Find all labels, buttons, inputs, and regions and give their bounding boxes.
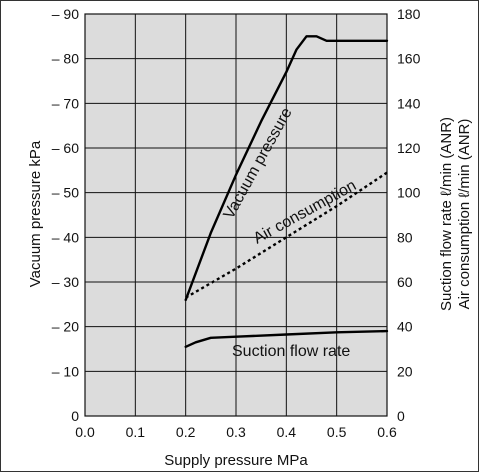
y-tick-label-left: – 20 <box>52 319 79 335</box>
y-tick-label-right: 120 <box>397 140 421 156</box>
y-tick-label-left: 0 <box>71 408 79 424</box>
y-tick-label-right: 80 <box>397 229 413 245</box>
y-axis-title-right-2: Air consumption ℓ/min (ANR) <box>456 119 473 310</box>
x-tick-label: 0.4 <box>277 424 297 440</box>
y-axis-title-right-1: Suction flow rate ℓ/min (ANR) <box>438 117 455 311</box>
y-tick-label-right: 100 <box>397 185 421 201</box>
y-tick-label-left: – 50 <box>52 185 79 201</box>
series-line-vacuum-pressure <box>184 35 389 302</box>
series-line-air-consumption <box>185 171 388 299</box>
y-tick-label-left: – 70 <box>52 95 79 111</box>
y-tick-label-right: 0 <box>397 408 405 424</box>
y-tick-label-left: – 30 <box>52 274 79 290</box>
series-line-suction-flow-rate <box>184 329 389 348</box>
series-label-suction-flow-rate: Suction flow rate <box>232 343 350 360</box>
y-tick-label-left: – 90 <box>52 6 79 22</box>
x-tick-label: 0.1 <box>126 424 146 440</box>
x-tick-label: 0.2 <box>176 424 196 440</box>
y-tick-label-right: 20 <box>397 363 413 379</box>
y-tick-label-left: – 40 <box>52 229 79 245</box>
x-tick-label: 0.3 <box>226 424 246 440</box>
y-tick-label-left: – 10 <box>52 363 79 379</box>
y-tick-label-right: 140 <box>397 95 421 111</box>
y-axis-title-left: Vacuum pressure kPa <box>27 140 44 287</box>
x-axis-title: Supply pressure MPa <box>164 452 308 469</box>
series-layer <box>184 35 389 348</box>
y-tick-label-left: – 60 <box>52 140 79 156</box>
ticks-layer: 0.0 0.1 0.2 0.3 0.4 0.5 0.60– 10– 20– 30– 40– … <box>52 6 421 440</box>
x-tick-label: 0.6 <box>377 424 397 440</box>
x-tick-label: 0.0 <box>75 424 95 440</box>
x-tick-label: 0.5 <box>327 424 347 440</box>
y-tick-label-left: – 80 <box>52 51 79 67</box>
y-tick-label-right: 60 <box>397 274 413 290</box>
y-tick-label-right: 180 <box>397 6 421 22</box>
y-tick-label-right: 160 <box>397 51 421 67</box>
y-tick-label-right: 40 <box>397 319 413 335</box>
grid <box>85 14 387 416</box>
